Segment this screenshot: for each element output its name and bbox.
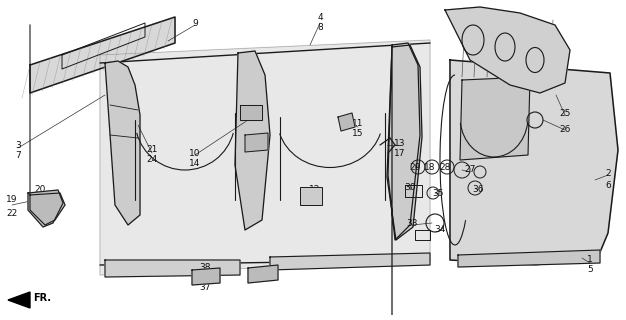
Polygon shape <box>28 190 63 227</box>
Polygon shape <box>105 61 140 225</box>
Text: 26: 26 <box>559 125 571 134</box>
Text: 20: 20 <box>34 186 46 195</box>
Polygon shape <box>388 43 420 240</box>
Text: 2: 2 <box>605 169 611 178</box>
Text: 38: 38 <box>199 262 211 271</box>
Polygon shape <box>240 105 262 120</box>
Text: 36: 36 <box>472 186 484 195</box>
Polygon shape <box>445 7 570 93</box>
Polygon shape <box>450 60 618 265</box>
Polygon shape <box>338 113 355 131</box>
Text: FR.: FR. <box>33 293 51 303</box>
Polygon shape <box>460 77 530 160</box>
Polygon shape <box>105 260 240 277</box>
Text: 1: 1 <box>587 255 593 265</box>
Text: 18: 18 <box>424 163 436 172</box>
Text: 9: 9 <box>192 19 198 28</box>
Text: 34: 34 <box>434 226 446 235</box>
Text: 23: 23 <box>34 198 46 207</box>
Text: 37: 37 <box>199 283 211 292</box>
Text: 17: 17 <box>394 148 406 157</box>
Text: 10: 10 <box>189 148 201 157</box>
Polygon shape <box>245 133 268 152</box>
Polygon shape <box>458 250 600 267</box>
Text: 25: 25 <box>559 108 571 117</box>
Polygon shape <box>248 265 278 283</box>
Text: 14: 14 <box>189 158 201 167</box>
Text: 19: 19 <box>6 196 18 204</box>
Text: 4: 4 <box>317 12 323 21</box>
Polygon shape <box>30 17 175 93</box>
Text: 12: 12 <box>309 186 321 195</box>
Polygon shape <box>387 45 422 240</box>
Text: 11: 11 <box>352 118 364 127</box>
Polygon shape <box>192 268 220 285</box>
Text: 35: 35 <box>432 188 444 197</box>
Text: 27: 27 <box>464 165 476 174</box>
Polygon shape <box>30 193 65 225</box>
Text: 5: 5 <box>587 266 593 275</box>
Polygon shape <box>270 253 430 270</box>
Text: 32: 32 <box>259 273 270 282</box>
Text: 13: 13 <box>394 139 406 148</box>
Text: 15: 15 <box>352 129 364 138</box>
Text: 3: 3 <box>15 140 21 149</box>
Text: 29: 29 <box>409 163 421 172</box>
Text: 7: 7 <box>15 150 21 159</box>
Polygon shape <box>235 51 270 230</box>
Text: 24: 24 <box>146 156 158 164</box>
Text: 8: 8 <box>317 22 323 31</box>
Text: 16: 16 <box>309 196 321 204</box>
Polygon shape <box>8 292 30 308</box>
Text: 6: 6 <box>605 180 611 189</box>
Text: 22: 22 <box>6 209 18 218</box>
Text: 21: 21 <box>146 146 158 155</box>
Text: 31: 31 <box>199 273 211 282</box>
Text: 33: 33 <box>406 219 418 228</box>
Text: 30: 30 <box>404 183 416 193</box>
Polygon shape <box>100 40 430 275</box>
Text: 28: 28 <box>439 163 451 172</box>
Bar <box>300 187 322 205</box>
